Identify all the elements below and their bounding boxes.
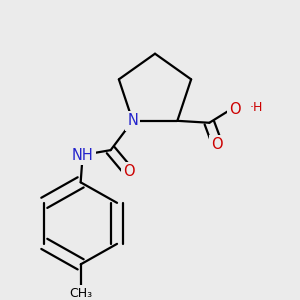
Text: O: O [230, 102, 241, 117]
Text: CH₃: CH₃ [69, 287, 92, 300]
Text: O: O [212, 137, 223, 152]
Text: ·H: ·H [249, 101, 263, 114]
Text: N: N [127, 113, 138, 128]
Text: O: O [123, 164, 134, 179]
Text: NH: NH [72, 148, 94, 163]
